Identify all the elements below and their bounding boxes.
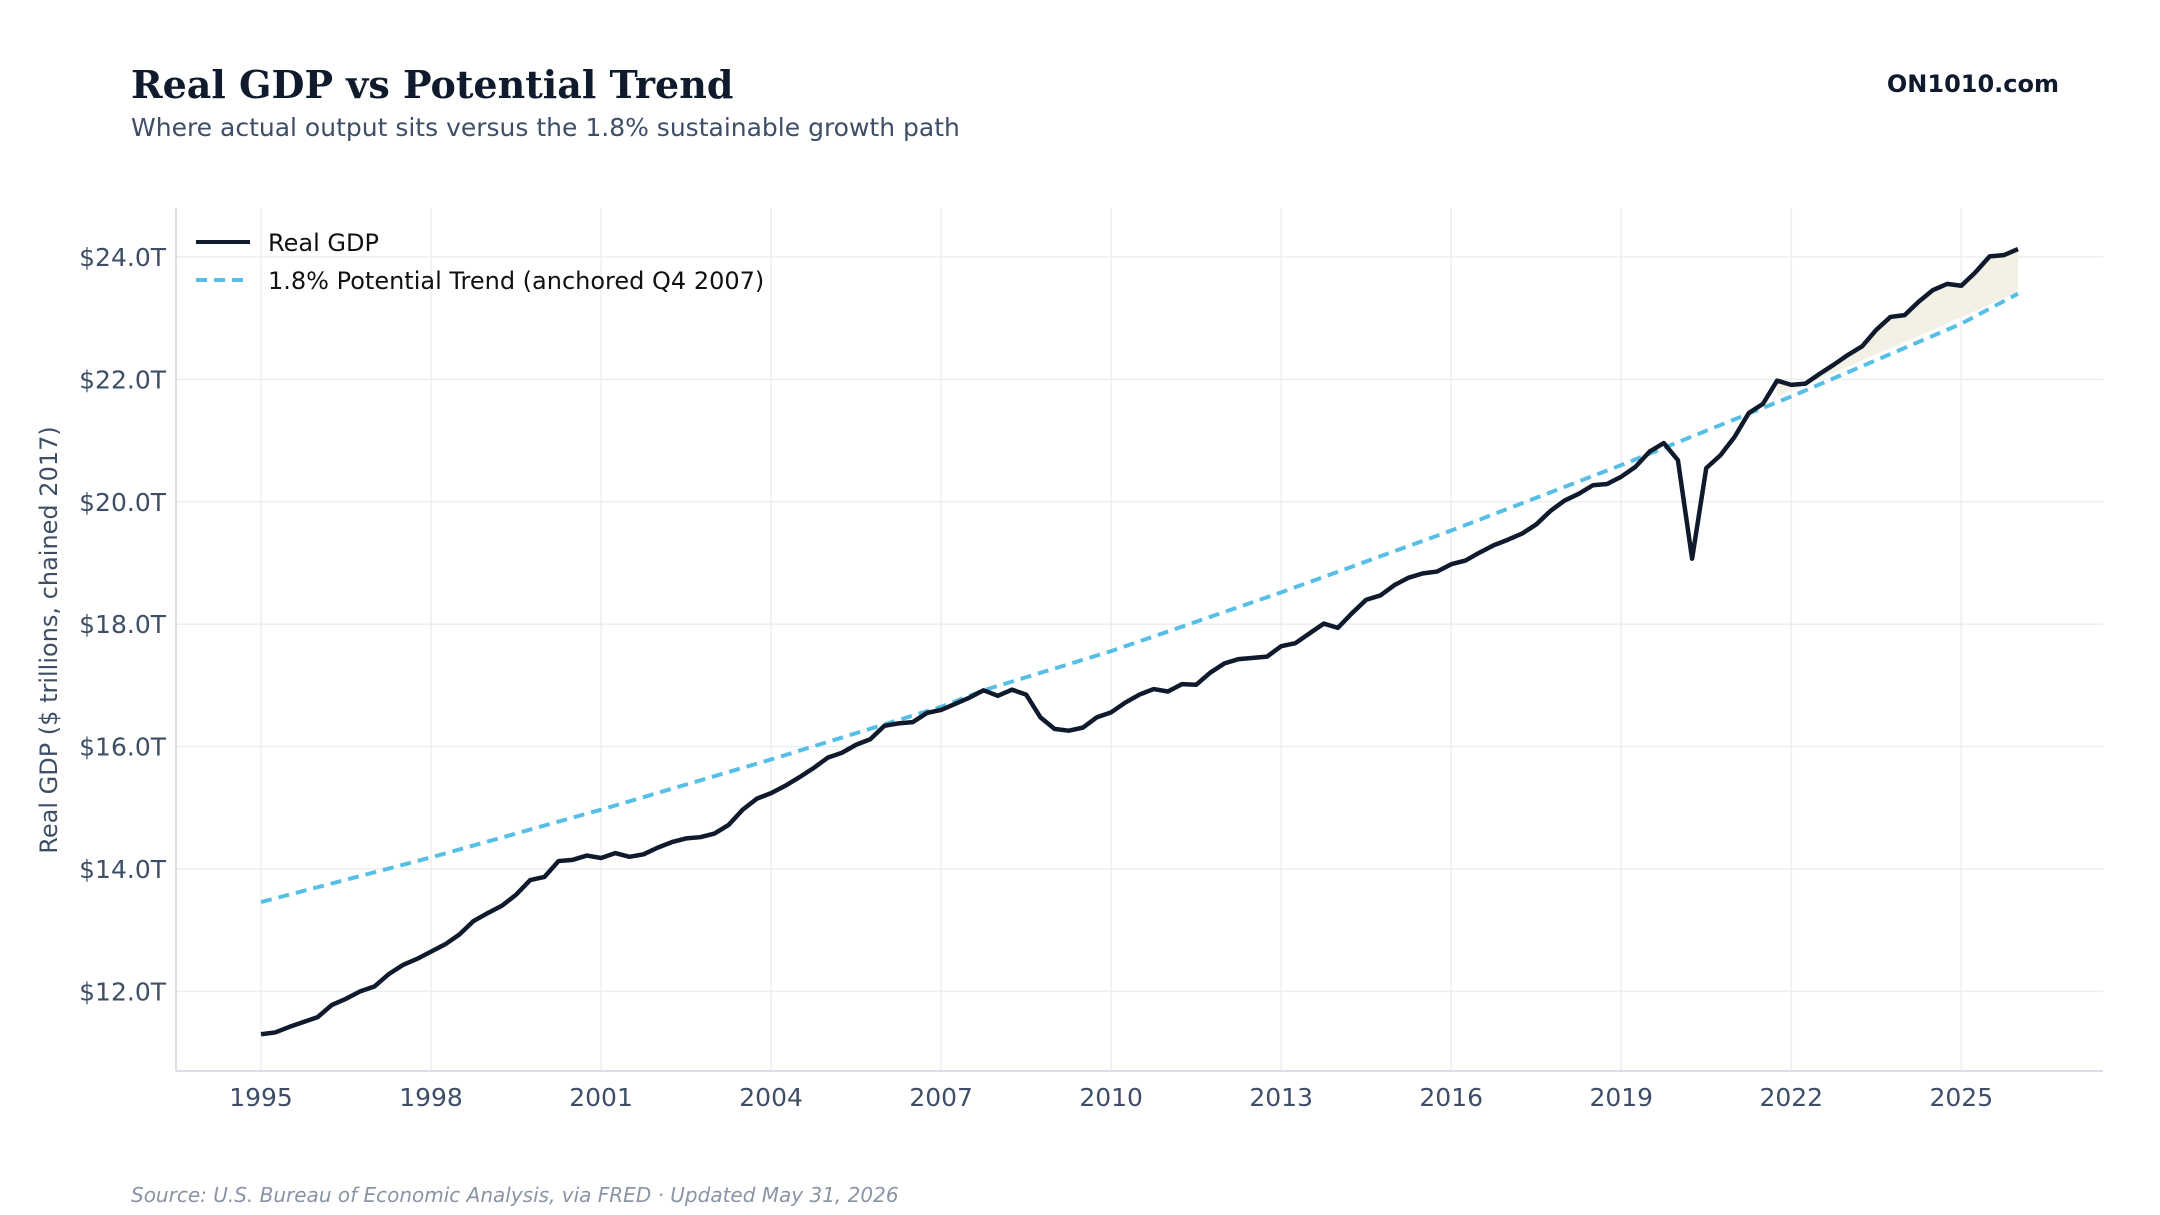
series-line-real-gdp: [260, 246, 2019, 1037]
series-layer: [260, 246, 2019, 1037]
legend-label-real-gdp: Real GDP: [268, 229, 379, 257]
legend-label-trend: 1.8% Potential Trend (anchored Q4 2007): [268, 267, 764, 295]
brand-logo-text: ON1010.com: [1886, 70, 2059, 98]
y-tick-label: $24.0T: [79, 243, 167, 272]
x-tick-label: 2016: [1419, 1083, 1483, 1112]
y-tick-label: $16.0T: [79, 733, 167, 762]
y-tick-label: $12.0T: [79, 977, 167, 1006]
x-tick-label: 2007: [909, 1083, 973, 1112]
gap-fill-layer: [1777, 249, 2018, 397]
x-tick-label: 2001: [569, 1083, 633, 1112]
x-tick-label: 1998: [399, 1083, 463, 1112]
chart-subtitle: Where actual output sits versus the 1.8%…: [131, 113, 960, 142]
y-tick-label: $14.0T: [79, 855, 167, 884]
x-tick-label: 2025: [1929, 1083, 1993, 1112]
y-tick-label: $20.0T: [79, 488, 167, 517]
y-axis-label: Real GDP ($ trillions, chained 2017): [35, 426, 63, 853]
x-tick-label: 2019: [1589, 1083, 1653, 1112]
x-tick-label: 1995: [229, 1083, 293, 1112]
chart-title: Real GDP vs Potential Trend: [131, 62, 734, 107]
axis-layer: 1995 1998 2001 2004 2007 2010 2013 2016 2019 2022…: [79, 208, 2103, 1112]
x-tick-label: 2004: [739, 1083, 803, 1112]
x-tick-label: 2022: [1759, 1083, 1823, 1112]
y-tick-label: $22.0T: [79, 365, 167, 394]
grid-layer: [176, 208, 2103, 1071]
legend: Real GDP 1.8% Potential Trend (anchored …: [196, 229, 764, 295]
series-line-potential-trend: [260, 291, 2019, 905]
source-note: Source: U.S. Bureau of Economic Analysis…: [131, 1183, 899, 1207]
x-tick-label: 2010: [1079, 1083, 1143, 1112]
x-tick-label: 2013: [1249, 1083, 1313, 1112]
above-trend-gap-area: [1777, 249, 2018, 397]
y-tick-label: $18.0T: [79, 610, 167, 639]
